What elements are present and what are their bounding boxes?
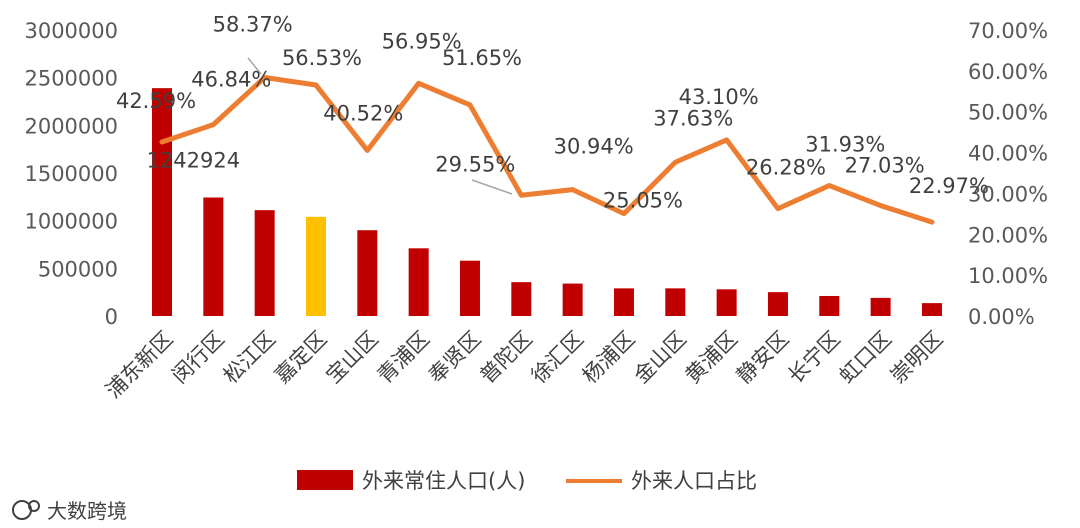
ratio-label-黄浦区: 43.10% [679, 85, 759, 109]
right-axis-tick: 20.00% [968, 223, 1048, 247]
legend-line-label: 外来人口占比 [631, 469, 757, 493]
right-axis-tick: 10.00% [968, 264, 1048, 288]
x-category-label: 杨浦区 [578, 327, 640, 389]
x-category-label: 徐汇区 [527, 327, 589, 389]
leader-line-松江区 [247, 57, 262, 75]
x-category-label: 闵行区 [167, 327, 229, 389]
right-axis-tick: 50.00% [968, 101, 1048, 125]
ratio-point-徐汇区 [570, 187, 575, 192]
ratio-point-虹口区 [878, 203, 883, 208]
bar-奉贤区 [459, 260, 480, 316]
x-category-label: 普陀区 [475, 327, 537, 389]
ratio-label-金山区: 37.63% [653, 106, 733, 130]
ratio-point-崇明区 [929, 220, 934, 225]
watermark-logo-icon [12, 500, 32, 520]
left-axis-tick: 500000 [38, 257, 118, 281]
right-axis-tick: 40.00% [968, 142, 1048, 166]
ratio-point-杨浦区 [621, 211, 626, 216]
x-category-label: 宝山区 [321, 327, 383, 389]
bar-label-闵行区: 1242924 [147, 149, 241, 173]
x-category-label: 金山区 [629, 327, 691, 389]
bars [152, 88, 942, 316]
ratio-line [159, 75, 935, 225]
ratio-label-松江区: 58.37% [213, 13, 293, 37]
bar-宝山区 [357, 230, 378, 316]
x-category-label: 长宁区 [783, 327, 845, 389]
ratio-label-虹口区: 27.03% [845, 154, 925, 178]
leader-line-普陀区 [471, 179, 513, 195]
bar-浦东新区 [152, 88, 172, 316]
x-category-label: 青浦区 [373, 327, 435, 389]
x-category-label: 静安区 [732, 327, 794, 389]
ratio-point-宝山区 [365, 148, 370, 153]
left-axis-tick: 3000000 [24, 19, 118, 43]
ratio-label-浦东新区: 42.59% [116, 89, 196, 113]
x-category-label: 崇明区 [886, 327, 948, 389]
x-axis-categories: 浦东新区闵行区松江区嘉定区宝山区青浦区奉贤区普陀区徐汇区杨浦区金山区黄浦区静安区… [101, 327, 947, 403]
bar-闵行区 [203, 197, 224, 316]
x-category-label: 黄浦区 [681, 327, 743, 389]
right-axis-ticks: 0.00% 10.00% 20.00% 30.00% 40.00% 50.00% 60.00… [968, 19, 1048, 329]
ratio-point-嘉定区 [313, 83, 318, 88]
bar-黄浦区 [716, 289, 737, 316]
ratio-point-浦东新区 [160, 139, 164, 144]
ratio-point-长宁区 [827, 183, 832, 188]
ratio-point-奉贤区 [467, 102, 472, 107]
ratio-line-path [159, 75, 935, 225]
right-axis-tick: 30.00% [968, 182, 1048, 206]
bar-崇明区 [921, 303, 942, 316]
bar-静安区 [767, 292, 788, 316]
ratio-label-嘉定区: 56.53% [282, 46, 362, 70]
ratio-point-普陀区 [519, 193, 524, 198]
ratio-point-静安区 [775, 206, 780, 211]
left-axis-tick: 0 [105, 305, 118, 329]
label-leader-lines [247, 57, 513, 195]
legend: 外来常住人口(人) 外来人口占比 [297, 469, 757, 493]
right-axis-tick: 0.00% [968, 305, 1035, 329]
legend-bar-swatch [297, 470, 353, 490]
ratio-label-长宁区: 31.93% [805, 133, 885, 157]
left-axis-tick: 1500000 [24, 162, 118, 186]
ratio-label-杨浦区: 25.05% [603, 189, 683, 213]
ratio-point-黄浦区 [724, 137, 729, 142]
watermark-logo: 大数跨境 [12, 499, 127, 523]
x-category-label: 奉贤区 [424, 327, 486, 389]
left-axis-tick: 2500000 [24, 67, 118, 91]
ratio-point-青浦区 [416, 81, 421, 86]
ratio-point-松江区 [262, 75, 267, 80]
ratio-point-闵行区 [211, 122, 216, 127]
ratio-label-崇明区: 22.97% [909, 174, 989, 198]
left-axis-ticks: 0 500000 1000000 1500000 2000000 2500000 30000… [24, 19, 118, 329]
legend-bar-label: 外来常住人口(人) [362, 469, 525, 493]
bar-徐汇区 [562, 283, 583, 316]
ratio-point-金山区 [673, 160, 678, 165]
x-category-label: 浦东新区 [101, 327, 177, 403]
bar-嘉定区 [305, 216, 326, 316]
ratio-label-青浦区: 56.95% [382, 29, 462, 53]
watermark-brand: 大数跨境 [47, 499, 127, 523]
bar-金山区 [665, 288, 686, 316]
ratio-label-普陀区: 29.55% [435, 152, 515, 176]
left-axis-tick: 1000000 [24, 210, 118, 234]
right-axis-tick: 60.00% [968, 60, 1048, 84]
bar-杨浦区 [613, 288, 634, 316]
x-category-label: 虹口区 [835, 327, 897, 389]
bar-松江区 [254, 210, 275, 316]
left-axis-tick: 2000000 [24, 114, 118, 138]
ratio-label-静安区: 26.28% [746, 156, 826, 180]
bar-普陀区 [511, 282, 532, 316]
x-category-label: 嘉定区 [270, 327, 332, 389]
ratio-label-奉贤区: 51.65% [442, 46, 522, 70]
bar-长宁区 [819, 295, 840, 316]
ratio-label-徐汇区: 30.94% [554, 135, 634, 159]
bar-虹口区 [870, 297, 891, 316]
data-labels: 42.59%46.84% 58.37% 56.53% 40.52% 56.95%51.6… [116, 13, 989, 213]
ratio-label-闵行区: 46.84% [191, 68, 271, 92]
bar-青浦区 [408, 248, 429, 316]
x-category-label: 松江区 [219, 327, 281, 389]
ratio-label-宝山区: 40.52% [323, 101, 403, 125]
right-axis-tick: 70.00% [968, 19, 1048, 43]
